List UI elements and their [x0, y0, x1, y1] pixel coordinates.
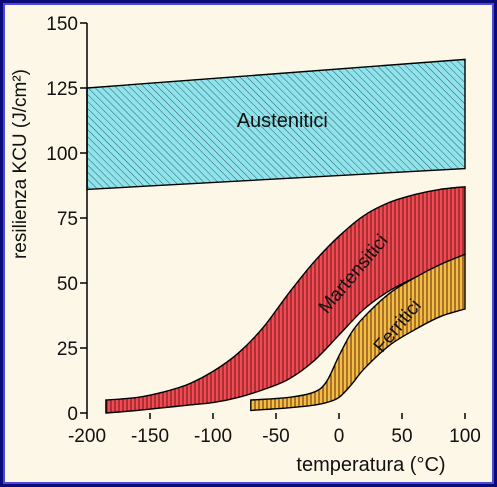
x-tick-label: -100: [194, 426, 232, 447]
x-tick-label: 100: [449, 426, 481, 447]
x-tick-label: -150: [131, 426, 169, 447]
x-tick-label: -200: [68, 426, 106, 447]
x-axis-label: temperatura (°C): [296, 454, 445, 476]
austenitici-label: Austenitici: [237, 110, 328, 132]
y-tick-label: 100: [46, 144, 78, 165]
chart-frame: 0 25 50 75 100 125 150 -200 -150 -100 -50 0 50 100 Au…: [3, 3, 494, 484]
y-tick-label: 25: [57, 339, 78, 360]
y-tick-label: 50: [57, 274, 78, 295]
ticks-layer: 0 25 50 75 100 125 150 -200 -150 -100 -50 0 50 100: [46, 14, 481, 447]
y-tick-label: 0: [67, 404, 78, 425]
austenitici-hatch: [87, 59, 465, 190]
x-tick-label: 0: [334, 426, 345, 447]
martensitici-hatch: [105, 186, 466, 413]
y-tick-label: 150: [46, 14, 78, 35]
x-tick-label: -50: [262, 426, 289, 447]
ferritici-hatch: [250, 254, 465, 411]
ferritici-outline: [250, 253, 466, 412]
bands-layer: [86, 58, 466, 414]
impact-resilience-chart: 0 25 50 75 100 125 150 -200 -150 -100 -50 0 50 100 Au…: [10, 14, 481, 476]
y-axis-label: resilienza KCU (J/cm²): [10, 69, 31, 259]
y-tick-label: 125: [46, 79, 78, 100]
y-tick-label: 75: [57, 209, 78, 230]
x-tick-label: 50: [391, 426, 412, 447]
